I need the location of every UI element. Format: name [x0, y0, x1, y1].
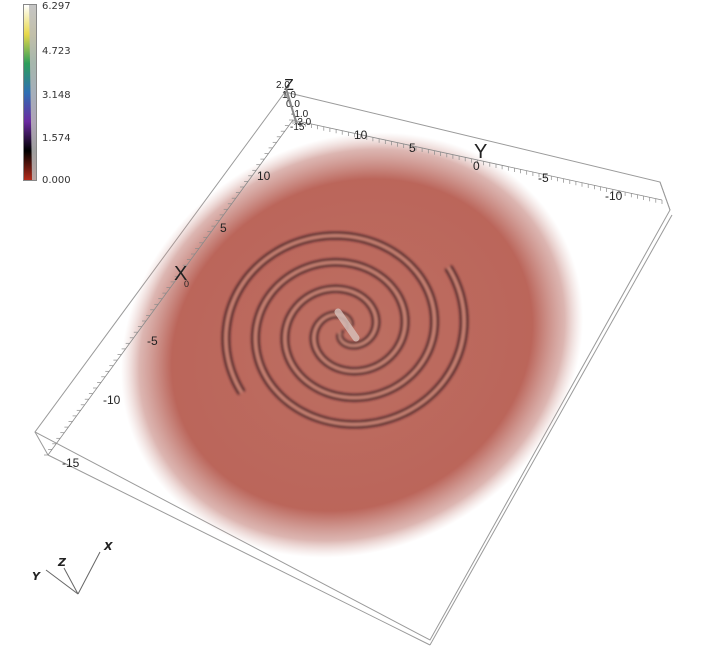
x-tick-label: 10: [257, 169, 271, 183]
colorbar-tick-label: 4.723: [42, 46, 71, 57]
colorbar-tick-label: 1.574: [42, 133, 71, 144]
orient-z-label: Z: [57, 556, 67, 569]
orient-z-line: [63, 567, 79, 595]
orient-x-label: X: [103, 540, 113, 553]
y-axis-labels: Y 10 5 0 -5 -10: [354, 128, 623, 203]
z-tick-label: 0.0: [286, 99, 300, 110]
orient-y-line: [45, 569, 79, 595]
y-tick-label: 10: [354, 128, 368, 142]
y-tick-label: 0: [473, 159, 480, 173]
orientation-axes-widget[interactable]: X Y Z: [28, 534, 128, 604]
z-tick-label: -2.0: [294, 117, 312, 128]
z-axis-line: [285, 87, 297, 123]
x-tick-label: -10: [103, 393, 121, 407]
spiral-band: [251, 258, 469, 429]
orient-y-label: Y: [32, 570, 41, 583]
x-tick-label: -5: [147, 334, 158, 348]
z-tick-label: -15: [290, 122, 305, 133]
colorbar-gradient: [24, 5, 36, 180]
spiral-band: [221, 231, 439, 402]
spiral-band: [225, 234, 436, 399]
y-tick-label: -5: [538, 171, 549, 185]
z-tick-label: 2.0: [276, 80, 290, 91]
spiral-bands: [221, 231, 469, 429]
y-axis-title: Y: [474, 141, 487, 163]
x-tick-label: 5: [220, 221, 227, 235]
colorbar-tick-label: 6.297: [42, 1, 71, 12]
y-tick-label: 5: [409, 141, 416, 155]
x-axis-labels: X 10 5 0 -5 -10 -15: [62, 169, 271, 470]
axis-ticks: [44, 119, 663, 456]
x-tick-label: 0: [184, 279, 189, 289]
z-axis-labels: Z 2.0 1.0 0.0 -1.0 -2.0 -15: [276, 77, 312, 133]
spiral-band: [227, 237, 433, 397]
x-axis-title: X: [174, 263, 187, 285]
spiral-band: [257, 263, 463, 423]
x-tick-label: -15: [62, 456, 80, 470]
orient-x-line: [77, 551, 101, 595]
colorbar-tick-label: 3.148: [42, 90, 71, 101]
y-tick-label: -10: [605, 189, 623, 203]
z-tick-label: -1.0: [291, 109, 309, 120]
colorbar: [23, 4, 37, 181]
colorbar-tick-label: 0.000: [42, 175, 71, 186]
center-glint: [334, 308, 360, 342]
spiral-band: [254, 261, 465, 426]
z-axis-title: Z: [284, 77, 294, 94]
